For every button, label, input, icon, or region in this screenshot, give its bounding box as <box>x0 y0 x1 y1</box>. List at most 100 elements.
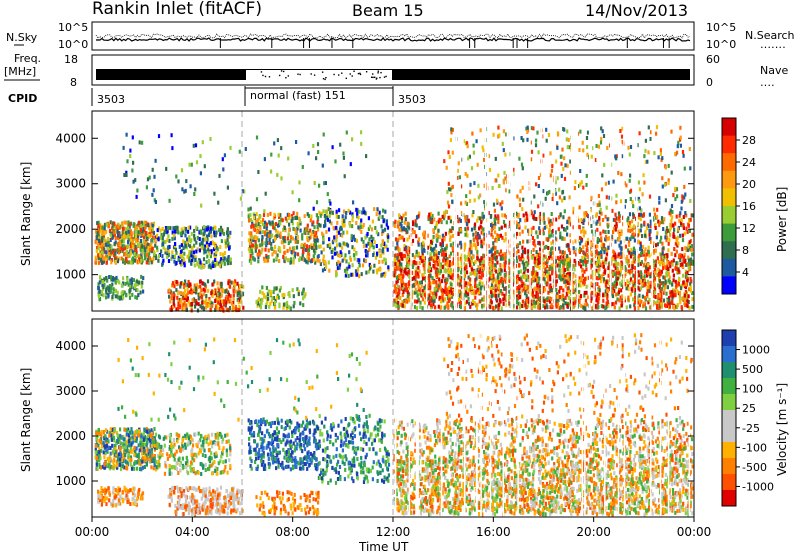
data-cell <box>127 253 130 258</box>
data-cell <box>687 258 691 263</box>
data-cell <box>127 240 130 245</box>
data-cell <box>566 274 569 279</box>
data-cell <box>410 289 414 294</box>
data-cell <box>507 295 510 300</box>
data-cell <box>185 294 188 299</box>
data-cell <box>112 277 115 282</box>
data-cell <box>138 257 141 262</box>
data-cell <box>210 249 213 254</box>
data-cell <box>429 273 432 278</box>
data-cell <box>358 263 361 268</box>
data-cell <box>216 281 219 286</box>
data-cell <box>116 290 119 295</box>
data-cell <box>675 263 678 268</box>
data-cell <box>559 295 562 299</box>
data-cell <box>583 293 586 298</box>
data-cell <box>250 260 253 265</box>
data-cell <box>610 269 613 274</box>
data-cell <box>512 213 515 217</box>
data-cell <box>357 215 360 220</box>
data-cell <box>421 259 424 264</box>
data-cell <box>480 275 483 280</box>
data-cell <box>211 282 214 287</box>
data-cell <box>645 252 648 257</box>
data-cell <box>683 252 686 257</box>
data-cell <box>536 278 539 282</box>
data-cell <box>547 237 550 242</box>
data-cell <box>387 265 390 270</box>
data-cell <box>498 252 501 257</box>
data-cell <box>594 252 597 257</box>
data-cell <box>296 287 299 292</box>
data-cell <box>156 248 159 253</box>
data-cell <box>604 289 607 294</box>
data-cell <box>219 259 222 264</box>
data-cell <box>632 281 636 286</box>
data-cell <box>299 228 302 233</box>
data-cell <box>178 244 181 249</box>
data-cell <box>594 244 597 249</box>
data-cell <box>627 240 631 244</box>
data-cell <box>542 212 545 217</box>
data-cell <box>138 280 141 285</box>
data-cell <box>161 227 164 231</box>
data-cell <box>368 262 371 267</box>
data-cell <box>482 227 485 232</box>
data-cell <box>202 225 206 229</box>
data-cell <box>405 271 408 276</box>
data-cell <box>633 238 636 243</box>
data-cell <box>105 290 108 295</box>
data-cell <box>209 307 212 312</box>
data-cell <box>194 287 197 292</box>
data-cell <box>159 235 162 240</box>
data-cell <box>209 254 212 259</box>
data-cell <box>467 275 470 280</box>
data-cell <box>305 244 308 249</box>
data-cell <box>422 273 425 278</box>
data-cell <box>656 305 659 310</box>
data-cell <box>663 254 666 258</box>
data-cell <box>292 294 295 299</box>
data-cell <box>114 236 117 240</box>
data-cell <box>397 253 400 258</box>
data-cell <box>171 254 174 259</box>
data-cell <box>315 213 318 218</box>
data-cell <box>363 209 366 214</box>
data-cell <box>596 294 599 299</box>
data-cell <box>542 241 545 246</box>
data-cell <box>604 283 607 288</box>
data-cell <box>171 293 174 298</box>
data-cell <box>676 261 679 266</box>
data-cell <box>214 262 217 267</box>
data-cell <box>618 235 621 240</box>
data-cell <box>665 291 668 296</box>
data-cell <box>658 223 661 227</box>
data-cell <box>429 212 433 216</box>
data-cell <box>411 292 414 297</box>
data-cell <box>546 264 549 269</box>
data-cell <box>542 273 545 278</box>
data-cell <box>267 248 270 253</box>
data-cell <box>500 225 503 230</box>
data-cell <box>534 270 538 275</box>
data-cell <box>279 213 282 218</box>
data-cell <box>266 229 269 234</box>
data-cell <box>172 226 175 231</box>
data-cell <box>179 249 183 254</box>
data-cell <box>629 292 632 297</box>
data-cell <box>678 213 681 218</box>
data-cell <box>477 265 480 270</box>
data-cell <box>530 299 533 304</box>
data-cell <box>473 291 476 296</box>
data-cell <box>110 258 114 262</box>
data-cell <box>375 244 378 248</box>
data-cell <box>164 247 167 252</box>
data-cell <box>381 239 384 244</box>
data-cell <box>680 286 683 291</box>
data-cell <box>679 233 682 238</box>
data-cell <box>130 260 133 265</box>
data-cell <box>130 277 133 282</box>
freq-dot <box>297 73 299 75</box>
freq-dot <box>376 77 378 79</box>
data-cell <box>343 256 346 261</box>
